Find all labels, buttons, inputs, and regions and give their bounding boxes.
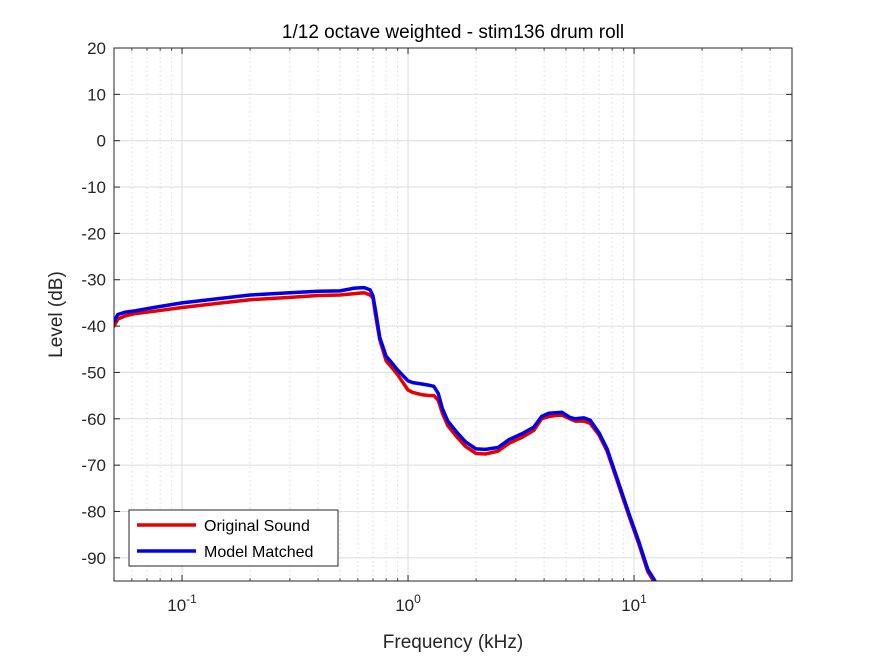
legend-box xyxy=(128,509,339,567)
legend: Original Sound Model Matched xyxy=(128,509,339,567)
y-tick-label: -90 xyxy=(81,549,106,568)
y-tick-label: -50 xyxy=(81,363,106,382)
series-line-model-matched xyxy=(114,285,657,581)
series-line-original-sound xyxy=(114,290,656,581)
y-tick-label: -80 xyxy=(81,502,106,521)
ticks xyxy=(114,47,792,581)
plot-frame xyxy=(113,47,793,582)
series-layer xyxy=(114,285,657,581)
legend-label-original-sound: Original Sound xyxy=(204,518,310,535)
y-tick-labels: 20 10 0 -10 -20 -30 -40 -50 -60 -70 -80 -90 xyxy=(81,39,106,568)
chart-title: 1/12 octave weighted - stim136 drum roll xyxy=(282,22,624,43)
y-tick-label: 10 xyxy=(87,85,106,104)
y-tick-label: -40 xyxy=(81,317,106,336)
x-axis-label: Frequency (kHz) xyxy=(383,632,523,653)
x-tick-label: 100 xyxy=(395,592,421,615)
y-tick-label: 0 xyxy=(97,132,106,151)
y-axis-label: Level (dB) xyxy=(46,271,67,358)
legend-label-model-matched: Model Matched xyxy=(204,544,313,561)
x-tick-label: 10-1 xyxy=(167,592,197,615)
y-tick-label: -10 xyxy=(81,178,106,197)
plot-area xyxy=(114,48,792,581)
y-tick-label: 20 xyxy=(87,39,106,58)
y-tick-label: -30 xyxy=(81,271,106,290)
x-tick-label: 101 xyxy=(621,592,647,615)
y-tick-label: -60 xyxy=(81,410,106,429)
y-tick-label: -20 xyxy=(81,224,106,243)
y-tick-label: -70 xyxy=(81,456,106,475)
x-tick-labels: 10-1 100 101 xyxy=(167,592,647,615)
